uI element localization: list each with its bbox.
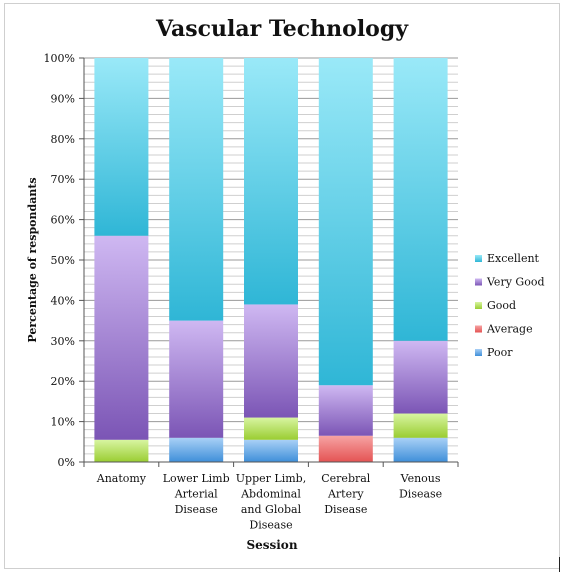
legend: Excellent Very Good Good Average Poor: [475, 252, 545, 359]
y-tick-label: 90%: [51, 92, 75, 105]
bar-segment-average: [318, 435, 373, 462]
legend-label: Excellent: [487, 252, 540, 265]
bar-segment-excellent: [318, 58, 373, 386]
y-tick-label: 0%: [58, 456, 75, 469]
bars: [94, 58, 448, 462]
bar-segment-very-good: [393, 340, 448, 414]
bar-segment-excellent: [393, 58, 448, 341]
y-tick-label: 10%: [51, 416, 75, 429]
bar-segment-excellent: [244, 58, 298, 305]
x-tick-label-line: and Global: [241, 503, 302, 516]
x-tick-label-line: Lower Limb: [163, 472, 230, 485]
bar-segment-very-good: [244, 304, 298, 418]
bar-segment-very-good: [94, 235, 149, 440]
bar-segment-excellent: [94, 58, 149, 236]
x-tick-label-line: Abdominal: [240, 488, 301, 501]
y-tick-label: 20%: [51, 375, 75, 388]
x-tick-label-line: Disease: [324, 503, 367, 516]
bar-segment-excellent: [169, 58, 224, 321]
x-tick-label-line: Disease: [399, 488, 442, 501]
bar-segment-good: [393, 413, 448, 438]
bar-segment-very-good: [318, 385, 373, 436]
bar-segment-very-good: [169, 320, 224, 438]
y-tick-label: 70%: [51, 173, 75, 186]
legend-swatch: [475, 325, 482, 333]
x-tick-label-line: Disease: [249, 519, 292, 532]
x-tick-label-line: Artery: [327, 488, 364, 501]
y-axis-label: Percentage of respondants: [26, 177, 39, 342]
x-axis-label: Session: [246, 538, 297, 552]
bar-segment-good: [94, 439, 149, 462]
y-tick-label: 100%: [44, 52, 75, 65]
x-tick-label: Anatomy: [96, 472, 147, 485]
bar-segment-poor: [244, 439, 298, 462]
legend-label: Poor: [487, 346, 513, 359]
corner-mark: [559, 557, 560, 572]
y-tick-label: 60%: [51, 214, 75, 227]
y-tick-label: 40%: [51, 294, 75, 307]
legend-swatch: [475, 278, 482, 286]
bar-segment-poor: [393, 437, 448, 462]
axes: 0% 10% 20% 30% 40% 50% 60% 70% 80% 90% 100% Anatomy…: [44, 52, 459, 532]
chart-title: Vascular Technology: [155, 16, 409, 42]
legend-label: Good: [487, 299, 516, 312]
x-tick-label: Venous Disease: [399, 472, 442, 501]
legend-label: Very Good: [486, 276, 545, 289]
legend-swatch: [475, 255, 482, 262]
x-tick-label-line: Upper Limb,: [236, 472, 306, 485]
legend-swatch: [475, 349, 482, 356]
chart-frame: [4, 3, 560, 569]
x-tick-label: Lower Limb Arterial Disease: [163, 472, 230, 516]
x-tick-label-line: Disease: [175, 503, 218, 516]
x-tick-label-line: Venous: [400, 472, 441, 485]
bar-segment-poor: [169, 437, 224, 462]
legend-label: Average: [486, 323, 533, 336]
x-tick-label-line: Anatomy: [96, 472, 147, 485]
y-tick-label: 80%: [51, 133, 75, 146]
x-tick-label: Cerebral Artery Disease: [321, 472, 371, 516]
x-tick-label: Upper Limb, Abdominal and Global Disease: [236, 472, 306, 532]
y-tick-label: 30%: [51, 335, 75, 348]
legend-swatch: [475, 302, 482, 309]
y-tick-label: 50%: [51, 254, 75, 267]
bar-segment-good: [244, 417, 298, 440]
x-tick-label-line: Arterial: [174, 488, 218, 501]
x-tick-label-line: Cerebral: [321, 472, 371, 485]
